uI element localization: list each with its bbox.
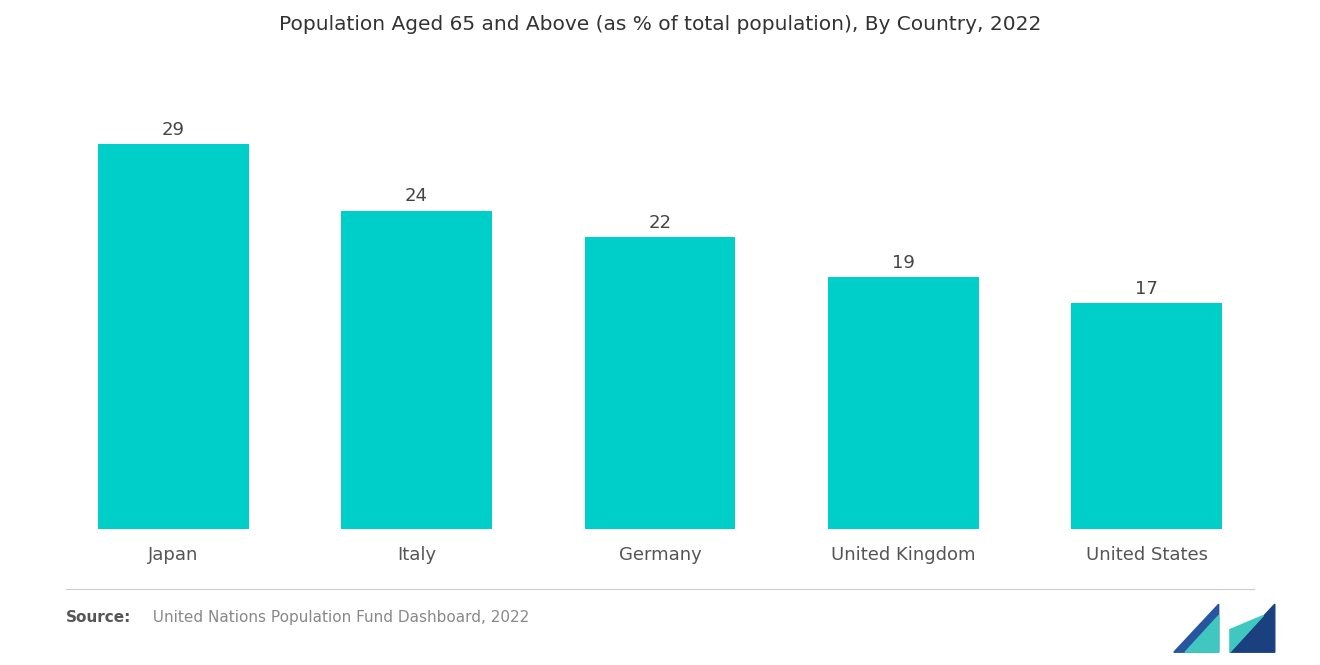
Polygon shape bbox=[1185, 616, 1218, 652]
Bar bbox=[1072, 303, 1222, 529]
Bar bbox=[98, 144, 248, 529]
Bar bbox=[828, 277, 979, 529]
Text: 24: 24 bbox=[405, 188, 428, 205]
Bar bbox=[341, 211, 492, 529]
Polygon shape bbox=[1173, 604, 1218, 652]
Text: United Nations Population Fund Dashboard, 2022: United Nations Population Fund Dashboard… bbox=[143, 610, 529, 625]
Title: Population Aged 65 and Above (as % of total population), By Country, 2022: Population Aged 65 and Above (as % of to… bbox=[279, 15, 1041, 34]
Text: 29: 29 bbox=[162, 121, 185, 139]
Text: 22: 22 bbox=[648, 214, 672, 232]
Text: 17: 17 bbox=[1135, 280, 1158, 298]
Text: 19: 19 bbox=[892, 253, 915, 271]
Bar bbox=[585, 237, 735, 529]
Polygon shape bbox=[1230, 604, 1275, 652]
Text: Source:: Source: bbox=[66, 610, 132, 625]
Polygon shape bbox=[1230, 616, 1263, 652]
